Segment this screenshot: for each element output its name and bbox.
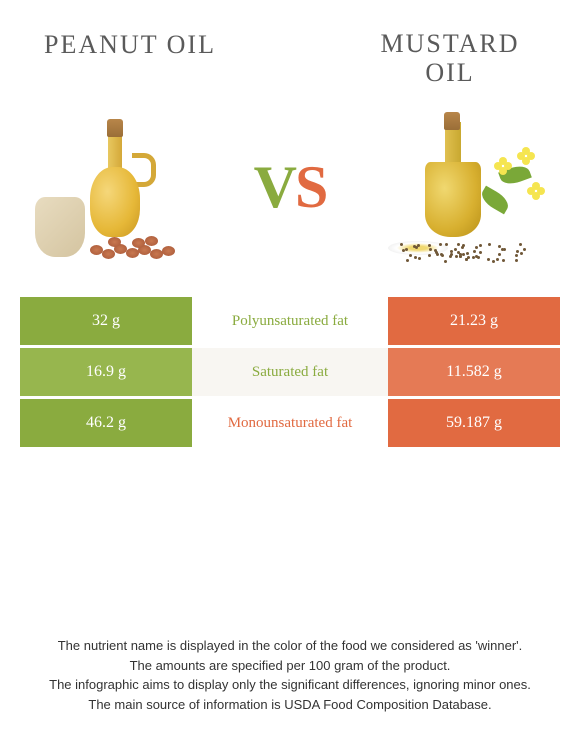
- right-value: 59.187 g: [388, 399, 560, 447]
- header-row: PEANUT OIL MUSTARD OIL: [0, 0, 580, 97]
- leaf-icon: [478, 186, 512, 215]
- mustard-flower-icon: [494, 157, 512, 175]
- vs-letter-s: S: [295, 154, 326, 220]
- oil-bottle-icon: [90, 127, 140, 237]
- title-mustard-oil: MUSTARD OIL: [360, 30, 540, 87]
- mustard-seeds-icon: [400, 242, 530, 262]
- vs-label: VS: [254, 153, 327, 222]
- footer-line: The nutrient name is displayed in the co…: [40, 636, 540, 656]
- peanuts-icon: [90, 227, 190, 262]
- mustard-oil-illustration: [380, 107, 550, 267]
- mustard-flower-icon: [527, 182, 545, 200]
- oil-bottle-icon: [425, 117, 481, 237]
- peanut-sack-icon: [35, 197, 85, 257]
- nutrient-label: Monounsaturated fat: [192, 399, 388, 447]
- footer-line: The amounts are specified per 100 gram o…: [40, 656, 540, 676]
- images-row: VS: [0, 97, 580, 297]
- left-value: 46.2 g: [20, 399, 192, 447]
- nutrient-label: Polyunsaturated fat: [192, 297, 388, 345]
- title-mustard-line2: OIL: [425, 58, 474, 87]
- right-value: 11.582 g: [388, 348, 560, 396]
- mustard-flower-icon: [517, 147, 535, 165]
- nutrient-label: Saturated fat: [192, 348, 388, 396]
- comparison-table: 32 gPolyunsaturated fat21.23 g16.9 gSatu…: [20, 297, 560, 447]
- table-row: 46.2 gMonounsaturated fat59.187 g: [20, 399, 560, 447]
- table-row: 32 gPolyunsaturated fat21.23 g: [20, 297, 560, 345]
- table-row: 16.9 gSaturated fat11.582 g: [20, 348, 560, 396]
- right-value: 21.23 g: [388, 297, 560, 345]
- title-mustard-line1: MUSTARD: [380, 29, 519, 58]
- title-peanut-oil: PEANUT OIL: [40, 30, 220, 60]
- footer-line: The infographic aims to display only the…: [40, 675, 540, 695]
- left-value: 16.9 g: [20, 348, 192, 396]
- peanut-oil-illustration: [30, 107, 200, 267]
- vs-letter-v: V: [254, 154, 295, 220]
- left-value: 32 g: [20, 297, 192, 345]
- footer-line: The main source of information is USDA F…: [40, 695, 540, 715]
- footer-notes: The nutrient name is displayed in the co…: [40, 636, 540, 714]
